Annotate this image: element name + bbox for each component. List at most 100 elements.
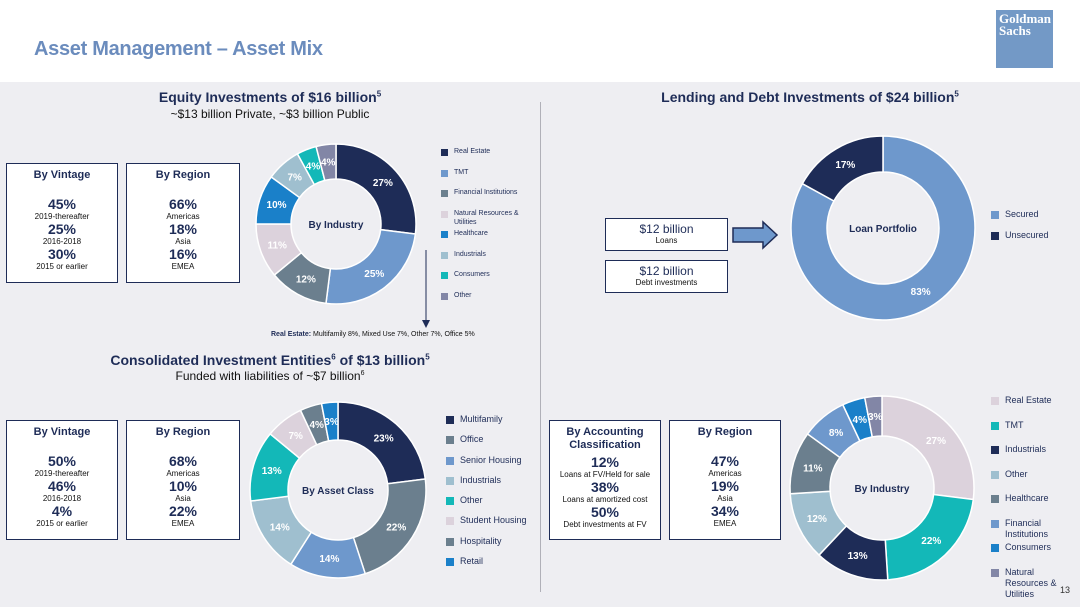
legend-item-other: Other bbox=[441, 291, 533, 312]
consolidated-vintage-box: By Vintage 50% 2019-thereafter 46% 2016-20… bbox=[6, 420, 118, 540]
real-estate-note: Real Estate: Multifamily 8%, Mixed Use 7… bbox=[271, 331, 475, 338]
legend-label: Real Estate bbox=[1005, 395, 1052, 405]
stat: 4% 2015 or earlier bbox=[36, 503, 88, 529]
consolidated-subtitle: Funded with liabilities of ~$7 billion6 bbox=[175, 369, 365, 383]
slice-label-financial-institutions: 8% bbox=[829, 428, 844, 439]
legend-label: Natural Resources & Utilities bbox=[454, 209, 519, 226]
stat: 34% EMEA bbox=[710, 503, 740, 529]
legend-item-real-estate: Real Estate bbox=[991, 395, 1077, 420]
slice-natural-resources-utilities bbox=[863, 395, 883, 438]
equity-industry-legend: Real Estate TMT Financial Institutions Natu… bbox=[441, 147, 533, 311]
legend-swatch bbox=[446, 416, 454, 424]
legend-item-consumers: Consumers bbox=[991, 542, 1077, 567]
legend-label: Industrials bbox=[1005, 444, 1047, 454]
legend-swatch bbox=[446, 497, 454, 506]
box-title: By Vintage bbox=[33, 426, 91, 438]
legend-item-consumers: Consumers bbox=[441, 270, 533, 291]
legend-label: Other bbox=[460, 495, 483, 506]
equity-industry-donut: 27% 25% 12% 11% 10% 7% 4% 4% By Industry bbox=[255, 143, 417, 305]
box-title: By Region bbox=[155, 426, 211, 438]
legend-label: Other bbox=[1005, 468, 1028, 479]
legend-item-industrials: Industrials bbox=[441, 250, 533, 271]
donut-center-label: By Industry bbox=[308, 220, 363, 231]
equity-vintage-box: By Vintage 45% 2019-thereafter 25% 2016-20… bbox=[6, 163, 118, 283]
legend-label: Office bbox=[460, 434, 484, 445]
slice-label-natural-resources-utilities: 11% bbox=[267, 241, 287, 252]
legend-item-financial-institutions: Financial Institutions bbox=[441, 188, 533, 209]
legend-swatch bbox=[441, 210, 448, 218]
stat: 46% 2016-2018 bbox=[42, 478, 82, 504]
consolidated-asset-class-donut: 23% 22% 14% 14% 13% 7% 4% 3% By Asset Class bbox=[249, 401, 427, 579]
slice-label-other: 4% bbox=[321, 157, 336, 168]
box-title: By Region bbox=[697, 426, 753, 438]
stat: 66% Americas bbox=[166, 196, 200, 222]
stat: 50% 2019-thereafter bbox=[34, 453, 90, 479]
section-divider bbox=[540, 102, 541, 592]
legend-swatch bbox=[991, 470, 999, 479]
legend-label: Multifamily bbox=[460, 414, 503, 424]
legend-item-industrials: Industrials bbox=[446, 475, 538, 495]
lending-industry-legend: Real Estate TMT Industrials Other Healthcare… bbox=[991, 395, 1077, 599]
legend-swatch bbox=[991, 232, 999, 240]
slice-label-secured: 83% bbox=[911, 287, 931, 298]
legend-swatch bbox=[991, 544, 999, 552]
accounting-classification-box: By Accounting Classification 12% Loans at… bbox=[549, 420, 661, 540]
legend-label: Healthcare bbox=[1005, 493, 1049, 503]
consolidated-asset-class-legend: Multifamily Office Senior Housing Industria… bbox=[446, 414, 538, 576]
stat: 16% EMEA bbox=[168, 246, 198, 272]
legend-item-retail: Retail bbox=[446, 556, 538, 576]
legend-item-hospitality: Hospitality bbox=[446, 536, 538, 556]
legend-swatch bbox=[991, 211, 999, 219]
legend-label: Healthcare bbox=[454, 230, 488, 237]
header: Asset Management – Asset Mix Goldman Sac… bbox=[0, 0, 1080, 82]
stat: 10% Asia bbox=[168, 478, 198, 504]
legend-item-financial-institutions: Financial Institutions bbox=[991, 518, 1077, 543]
slice-label-healthcare: 10% bbox=[267, 200, 287, 211]
slice-label-unsecured: 17% bbox=[835, 160, 855, 171]
slice-real-estate bbox=[335, 143, 417, 235]
slice-label-financial-institutions: 12% bbox=[296, 274, 316, 285]
consolidated-region-box: By Region 68% Americas 10% Asia 22% EMEA bbox=[126, 420, 240, 540]
stat: 47% Americas bbox=[708, 453, 742, 479]
legend-label: Consumers bbox=[1005, 542, 1052, 552]
legend-label: Financial Institutions bbox=[1005, 517, 1049, 539]
legend-label: Consumers bbox=[454, 271, 490, 278]
donut-center-label: Loan Portfolio bbox=[849, 224, 917, 235]
stat: 22% EMEA bbox=[168, 503, 198, 529]
legend-item-secured: Secured bbox=[991, 209, 1071, 230]
legend-label: Financial Institutions bbox=[454, 189, 518, 196]
legend-swatch bbox=[441, 169, 448, 177]
legend-label: Secured bbox=[1005, 209, 1039, 219]
slice-secured bbox=[790, 135, 976, 321]
slice-label-real-estate: 27% bbox=[926, 436, 946, 447]
consolidated-title: Consolidated Investment Entities6 of $13… bbox=[110, 352, 430, 368]
page-number: 13 bbox=[1059, 585, 1070, 595]
legend-swatch bbox=[991, 421, 999, 430]
loan-portfolio-donut: 83% 17% Loan Portfolio bbox=[790, 135, 976, 321]
legend-item-student-housing: Student Housing bbox=[446, 515, 538, 535]
legend-item-tmt: TMT bbox=[441, 168, 533, 189]
box-title: By Accounting Classification bbox=[566, 426, 644, 451]
slice-label-hospitality: 4% bbox=[309, 420, 324, 431]
box-title: By Region bbox=[155, 169, 211, 181]
legend-swatch bbox=[991, 519, 999, 528]
slice-label-office: 22% bbox=[386, 522, 406, 533]
legend-label: Real Estate bbox=[454, 148, 491, 155]
lending-title: Lending and Debt Investments of $24 bill… bbox=[661, 89, 959, 105]
legend-label: TMT bbox=[1005, 419, 1024, 430]
slice-label-natural-resources-utilities: 3% bbox=[868, 412, 883, 423]
legend-swatch bbox=[441, 149, 448, 156]
legend-item-unsecured: Unsecured bbox=[991, 230, 1071, 251]
page-title: Asset Management – Asset Mix bbox=[34, 38, 323, 60]
slice-label-retail: 3% bbox=[324, 417, 339, 428]
legend-swatch bbox=[441, 272, 448, 279]
legend-item-healthcare: Healthcare bbox=[991, 493, 1077, 518]
legend-item-multifamily: Multifamily bbox=[446, 414, 538, 434]
slice-label-tmt: 25% bbox=[364, 269, 384, 280]
legend-swatch bbox=[991, 397, 999, 405]
legend-label: TMT bbox=[454, 168, 469, 176]
arrow-connector bbox=[422, 250, 430, 328]
legend-label: Other bbox=[454, 291, 472, 299]
legend-item-industrials: Industrials bbox=[991, 444, 1077, 469]
legend-swatch bbox=[446, 436, 454, 445]
